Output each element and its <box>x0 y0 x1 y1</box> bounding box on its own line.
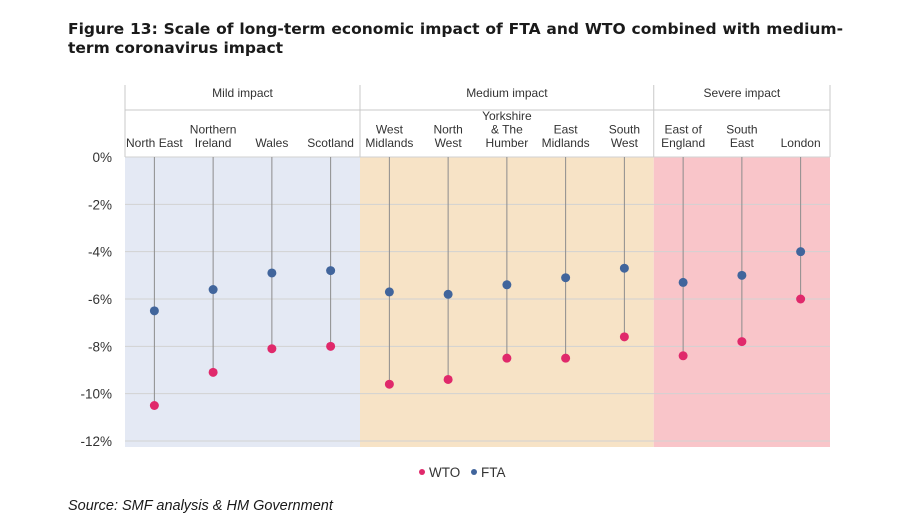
category-label: East Midlands <box>542 123 590 151</box>
gridlines <box>125 156 830 442</box>
point-wto <box>149 401 159 410</box>
point-wto <box>561 353 571 363</box>
category-label: London <box>781 136 821 150</box>
group-label: Mild impact <box>212 86 273 100</box>
category-label: South West <box>609 123 640 151</box>
category-label: South East <box>726 123 757 151</box>
category-label: Yorkshire & The Humber <box>482 109 532 150</box>
point-fta <box>443 289 453 299</box>
y-tick-label: 0% <box>92 150 112 165</box>
legend-label: FTA <box>481 465 506 480</box>
legend-label: WTO <box>429 465 460 480</box>
category-labels: North East Northern Ireland Wales Scotland We… <box>126 109 821 150</box>
y-axis: 0% -2% -4% -6% -8% -10% -12% <box>80 150 112 449</box>
point-wto <box>267 344 277 354</box>
point-wto <box>619 332 629 342</box>
category-label: North East <box>126 136 183 150</box>
y-tick-label: -2% <box>88 197 112 212</box>
group-label: Medium impact <box>466 86 548 100</box>
point-fta <box>561 273 571 283</box>
y-tick-label: -4% <box>88 245 112 260</box>
point-fta <box>502 280 512 290</box>
legend-marker <box>471 469 477 475</box>
point-wto <box>208 367 218 377</box>
group-headers: Mild impact Medium impact Severe impact <box>124 85 831 157</box>
point-fta <box>678 277 688 287</box>
point-fta <box>384 287 394 297</box>
y-tick-label: -12% <box>80 434 112 449</box>
point-wto <box>737 337 747 347</box>
point-fta <box>737 270 747 280</box>
figure-title: Figure 13: Scale of long-term economic i… <box>68 20 843 57</box>
point-wto <box>384 379 394 389</box>
y-tick-label: -10% <box>80 387 112 402</box>
data-points <box>149 247 806 410</box>
group-label: Severe impact <box>704 86 781 100</box>
legend-marker <box>419 469 425 475</box>
y-tick-label: -8% <box>88 339 112 354</box>
stems <box>153 157 802 406</box>
point-fta <box>619 263 629 273</box>
point-fta <box>267 268 277 278</box>
point-wto <box>326 341 336 351</box>
point-wto <box>443 374 453 384</box>
point-fta <box>326 266 336 276</box>
category-label: Wales <box>255 136 288 150</box>
category-label: West Midlands <box>365 123 413 151</box>
category-label: North West <box>433 123 462 151</box>
y-tick-label: -6% <box>88 292 112 307</box>
point-wto <box>678 351 688 361</box>
source-note: Source: SMF analysis & HM Government <box>68 498 333 514</box>
point-fta <box>149 306 159 316</box>
group-bands <box>125 157 830 447</box>
point-fta <box>796 247 806 257</box>
category-label: Northern Ireland <box>190 123 237 151</box>
category-label: Scotland <box>307 136 354 150</box>
legend: WTO FTA <box>419 465 506 480</box>
point-fta <box>208 285 218 295</box>
point-wto <box>796 294 806 304</box>
band-0 <box>125 157 360 447</box>
point-wto <box>502 353 512 363</box>
category-label: East of England <box>661 123 705 151</box>
